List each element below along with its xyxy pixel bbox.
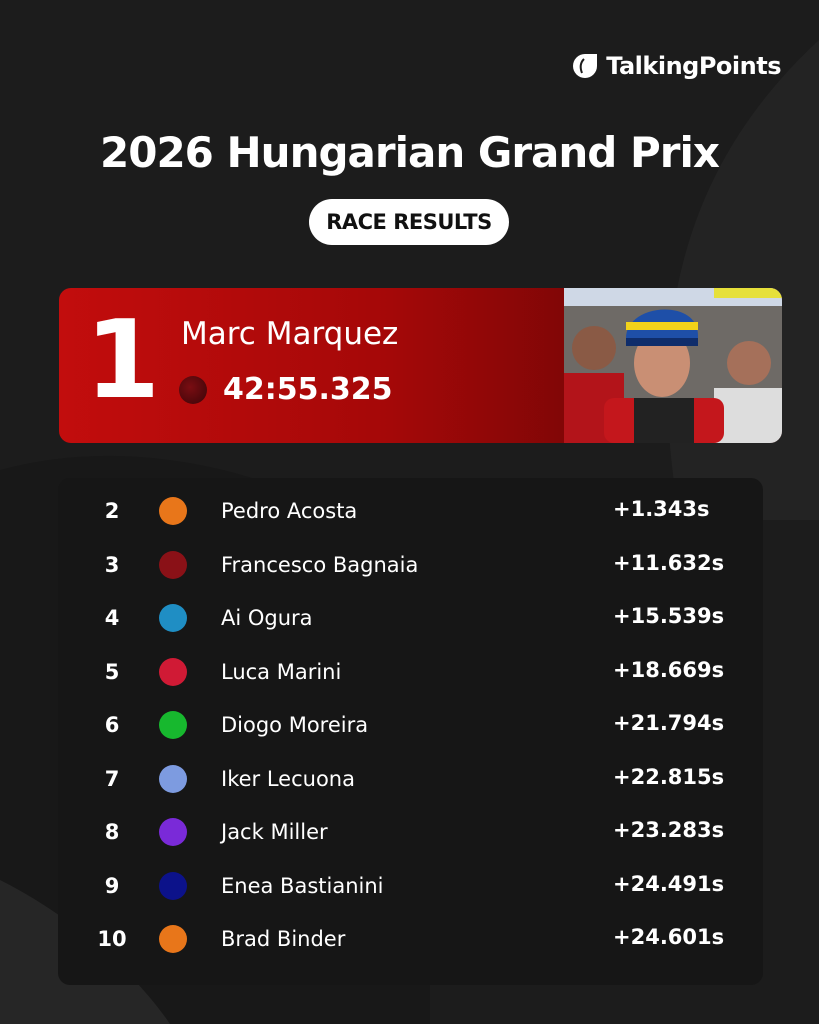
rider-name: Jack Miller	[221, 820, 328, 844]
gap: +11.632s	[613, 550, 725, 575]
position: 8	[104, 820, 120, 844]
gap: +22.815s	[613, 764, 725, 789]
winner-position: 1	[85, 298, 161, 423]
rider-name: Pedro Acosta	[221, 499, 358, 523]
team-dot	[159, 764, 187, 793]
rider-name: Enea Bastianini	[221, 873, 384, 898]
position: 10	[97, 927, 127, 951]
team-dot	[159, 550, 187, 579]
rider-name: Luca Marini	[221, 659, 342, 684]
position: 7	[104, 766, 120, 791]
team-dot	[159, 818, 187, 846]
team-dot	[159, 497, 187, 525]
title: 2026 Hungarian Grand Prix	[100, 128, 720, 177]
gap: +1.343s	[613, 497, 710, 521]
brand-name: TalkingPoints	[606, 52, 781, 80]
result-row: 3 Francesco Bagnaia +11.632s	[58, 545, 763, 585]
gap: +24.601s	[613, 925, 725, 949]
gap: +24.491s	[613, 871, 725, 896]
result-row: 8 Jack Miller +23.283s	[58, 812, 763, 852]
position: 9	[104, 873, 120, 898]
rider-name: Francesco Bagnaia	[221, 552, 419, 577]
gap: +23.283s	[613, 818, 725, 842]
position: 6	[104, 713, 120, 737]
result-row: 9 Enea Bastianini +24.491s	[58, 866, 763, 906]
result-row: 7 Iker Lecuona +22.815s	[58, 759, 763, 799]
team-dot	[159, 925, 187, 953]
position: 2	[104, 499, 120, 523]
badge: RACE RESULTS	[309, 199, 509, 245]
position: 3	[104, 552, 120, 577]
team-dot	[159, 711, 187, 739]
winner-card: 1 Marc Marquez 42:55.325	[59, 288, 782, 443]
results-panel: 2 Pedro Acosta +1.343s 3 Francesco Bagnaia +1…	[58, 478, 763, 985]
team-dot	[159, 871, 187, 900]
team-dot	[159, 657, 187, 686]
winner-time: 42:55.325	[223, 372, 393, 407]
winner-name: Marc Marquez	[181, 316, 399, 352]
rider-name: Diogo Moreira	[221, 713, 369, 737]
position: 4	[104, 606, 120, 630]
rider-name: Iker Lecuona	[221, 766, 355, 791]
result-row: 4 Ai Ogura +15.539s	[58, 598, 763, 638]
result-row: 6 Diogo Moreira +21.794s	[58, 705, 763, 745]
result-row: 10 Brad Binder +24.601s	[58, 919, 763, 959]
gap: +18.669s	[613, 657, 725, 682]
result-row: 5 Luca Marini +18.669s	[58, 652, 763, 692]
result-row: 2 Pedro Acosta +1.343s	[58, 491, 763, 531]
position: 5	[104, 659, 120, 684]
team-dot	[159, 604, 187, 632]
team-dot	[179, 376, 207, 404]
gap: +21.794s	[613, 711, 725, 735]
brand-logo	[573, 54, 598, 78]
rider-name: Brad Binder	[221, 927, 346, 951]
brand: TalkingPoints	[572, 52, 781, 80]
rider-name: Ai Ogura	[221, 606, 313, 630]
winner-photo	[564, 288, 782, 443]
gap: +15.539s	[613, 604, 725, 628]
